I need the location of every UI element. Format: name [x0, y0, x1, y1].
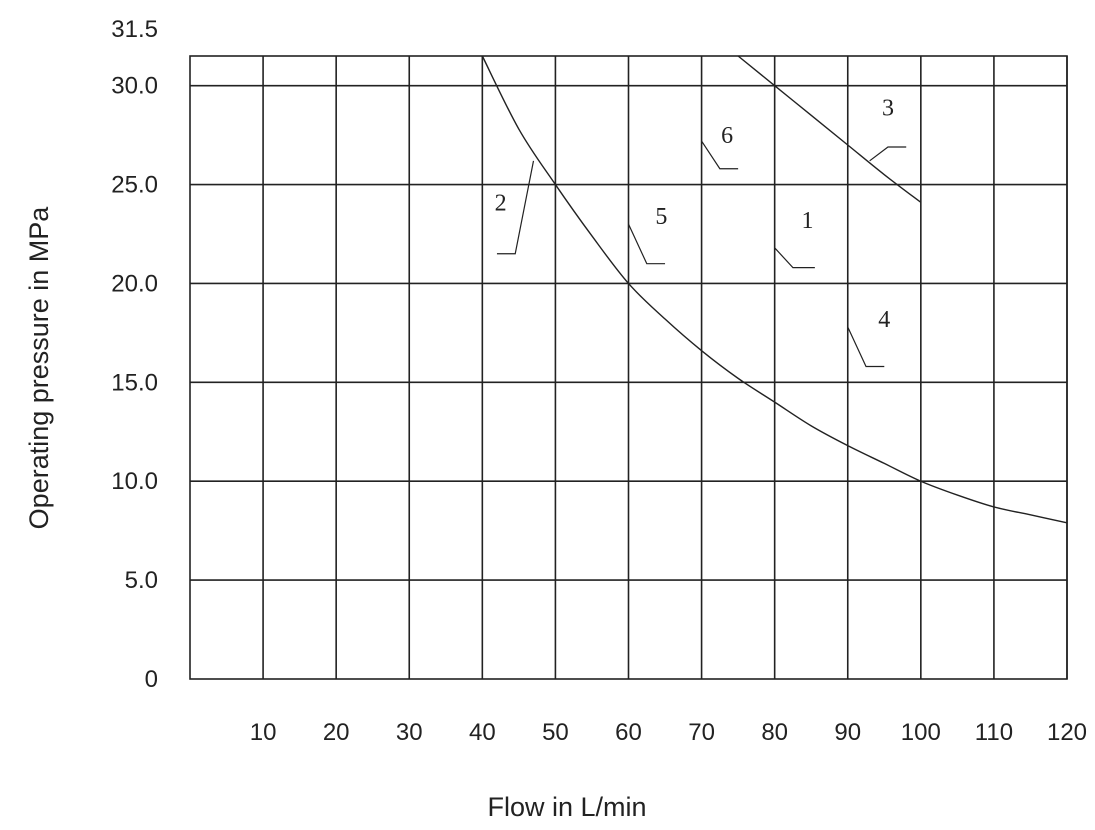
- y-axis-title: Operating pressure in MPa: [24, 206, 54, 530]
- curves: [481, 55, 1068, 524]
- curve-label-4: 4: [878, 307, 890, 333]
- x-tick-label: 40: [469, 719, 496, 746]
- x-tick-label: 120: [1047, 719, 1087, 746]
- x-tick-label: 100: [901, 719, 941, 746]
- curve-label-2: 2: [495, 190, 507, 216]
- x-tick-label: 20: [323, 719, 350, 746]
- curve-line: [737, 55, 922, 203]
- y-tick-label: 25.0: [111, 172, 158, 199]
- x-tick-label: 70: [688, 719, 715, 746]
- curve-label-1: 1: [802, 208, 814, 234]
- curve-leader-4: [847, 326, 885, 368]
- y-tick-label: 10.0: [111, 468, 158, 495]
- y-tick-label: 31.5: [111, 16, 158, 43]
- x-tick-label: 50: [542, 719, 569, 746]
- curve-labels: 1 2 3 4 5 6: [495, 95, 894, 333]
- x-tick-label: 90: [834, 719, 861, 746]
- curve-leaders: [496, 140, 907, 368]
- x-tick-label: 60: [615, 719, 642, 746]
- y-tick-label: 30.0: [111, 73, 158, 100]
- y-tick-label: 5.0: [125, 567, 158, 594]
- x-axis-title: Flow in L/min: [487, 792, 646, 822]
- x-tick-label: 10: [250, 719, 277, 746]
- y-tick-label: 20.0: [111, 270, 158, 297]
- curve-line: [481, 55, 1068, 524]
- x-tick-label: 30: [396, 719, 423, 746]
- x-tick-label: 80: [761, 719, 788, 746]
- curve-leader-3: [869, 146, 907, 162]
- curve-leader-6: [701, 140, 739, 170]
- curve-leader-1: [774, 247, 815, 269]
- y-tick-label: 0: [145, 666, 158, 693]
- curve-leader-5: [627, 223, 666, 265]
- curve-label-5: 5: [655, 204, 667, 230]
- tick-labels: 10 20 30 40 50 60 70 80 90 100 110 120 0 5.0 10.0 15.0 2…: [111, 16, 1087, 746]
- y-tick-label: 15.0: [111, 369, 158, 396]
- curve-label-6: 6: [721, 123, 733, 149]
- curve-label-3: 3: [882, 95, 894, 121]
- curve-leader-2: [496, 160, 535, 255]
- grid: [189, 55, 1068, 680]
- x-tick-label: 110: [975, 719, 1013, 746]
